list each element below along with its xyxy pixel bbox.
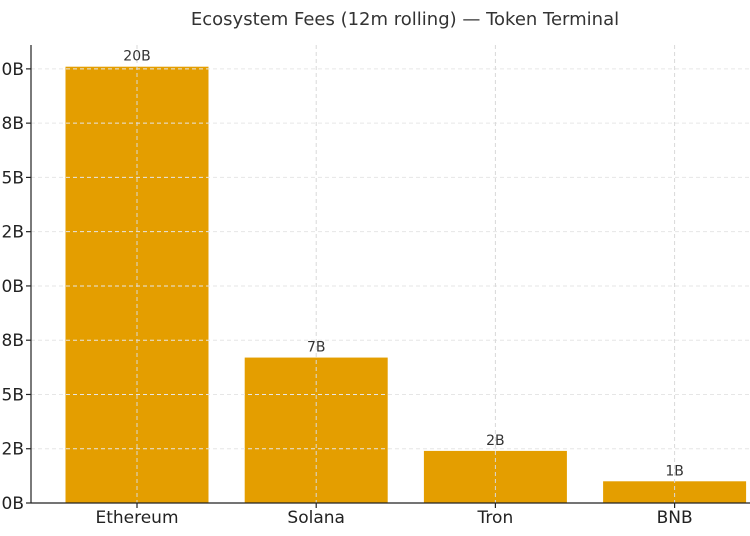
data-label-bnb: 1B xyxy=(665,463,684,479)
x-tick-label: Ethereum xyxy=(95,508,178,528)
grid-lines xyxy=(31,45,750,503)
y-tick-label: 10B xyxy=(0,277,24,297)
y-tick-label: 2B xyxy=(2,440,24,460)
bars xyxy=(65,66,747,503)
y-tick-label: 8B xyxy=(2,331,24,351)
x-tick-label: Tron xyxy=(477,508,514,528)
y-tick-label: 0B xyxy=(2,494,24,514)
x-axis-ticks: Ethereum Solana Tron BNB xyxy=(95,503,693,528)
y-tick-label: 12B xyxy=(0,223,24,243)
x-tick-label: BNB xyxy=(657,508,693,528)
chart-title: Ecosystem Fees (12m rolling) — Token Ter… xyxy=(191,9,619,30)
y-tick-label: 5B xyxy=(2,385,24,405)
y-tick-label: 18B xyxy=(0,114,24,134)
x-tick-label: Solana xyxy=(287,508,345,528)
y-tick-label: 20B xyxy=(0,60,24,80)
data-label-solana: 7B xyxy=(307,340,326,356)
data-label-tron: 2B xyxy=(486,433,505,449)
y-axis-ticks: 0B 2B 5B 8B 10B 12B 15B 18B 20B xyxy=(0,60,31,514)
data-labels: 20B 7B 2B 1B xyxy=(123,49,684,480)
y-tick-label: 15B xyxy=(0,168,24,188)
data-label-ethereum: 20B xyxy=(123,49,150,65)
bar-bnb xyxy=(603,481,747,503)
